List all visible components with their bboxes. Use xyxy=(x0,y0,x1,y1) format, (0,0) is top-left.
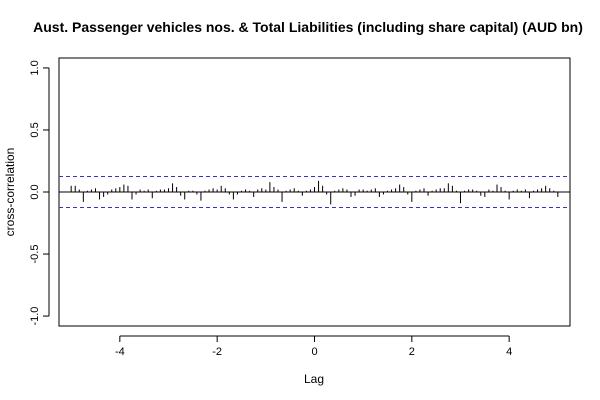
correlation-bars xyxy=(70,180,559,205)
y-tick-label: 0.0 xyxy=(29,184,41,199)
y-axis-label: cross-correlation xyxy=(3,148,17,237)
y-tick-label: 1.0 xyxy=(29,60,41,75)
x-tick-label: -2 xyxy=(212,346,222,358)
x-tick-label: -4 xyxy=(115,346,125,358)
y-axis: -1.0 -0.5 0.0 0.5 1.0 xyxy=(29,60,50,326)
y-tick-label: -0.5 xyxy=(29,245,41,264)
y-tick-label: -1.0 xyxy=(29,307,41,326)
x-tick-label: 0 xyxy=(311,346,317,358)
y-tick-label: 0.5 xyxy=(29,122,41,137)
x-axis: -4 -2 0 2 4 xyxy=(115,335,512,358)
x-tick-label: 4 xyxy=(506,346,512,358)
confidence-bounds xyxy=(59,175,570,209)
chart-title: Aust. Passenger vehicles nos. & Total Li… xyxy=(33,19,583,35)
x-axis-label: Lag xyxy=(304,372,324,386)
x-tick-label: 2 xyxy=(409,346,415,358)
